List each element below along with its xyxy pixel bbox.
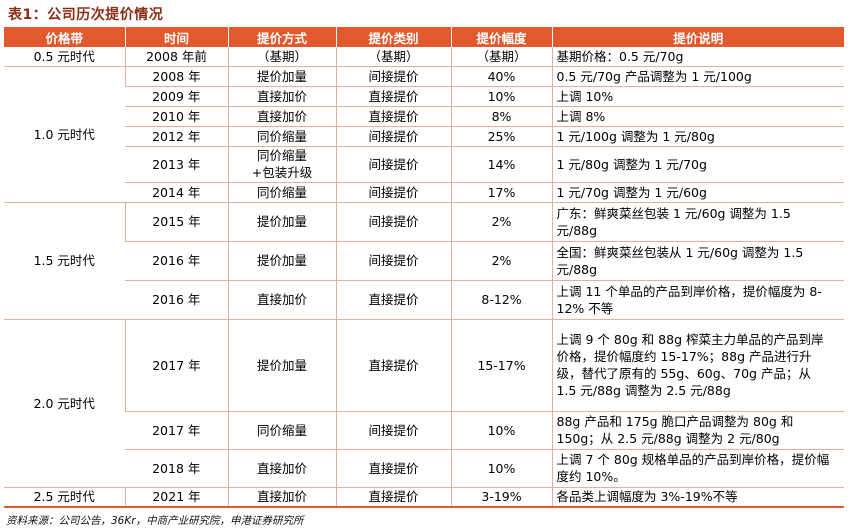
method-cell: 直接加价 xyxy=(227,487,336,508)
time-cell: 2015 年 xyxy=(124,202,228,242)
table-row: 2.0 元时代 2017 年 提价加量 直接提价 15-17% 上调 9 个 8… xyxy=(4,319,844,488)
category-cell: 直接提价 xyxy=(335,449,451,488)
desc-cell: 广东：鲜爽菜丝包装 1 元/60g 调整为 1.5 元/88g xyxy=(551,202,844,242)
time-cell: 2013 年 xyxy=(125,146,228,183)
time-cell: 2010 年 xyxy=(125,106,228,127)
source-note: 资料来源：公司公告，36Kr，中商产业研究院，申港证券研究所 xyxy=(6,515,304,527)
desc-cell: 上调 9 个 80g 和 88g 榨菜主力单品的产品到岸价格，提价幅度约 15-… xyxy=(551,319,844,412)
price-band-cell: 2.5 元时代 xyxy=(4,487,125,508)
table-row: 1.5 元时代 2015 年 提价加量 间接提价 2% 广东：鲜爽菜丝包装 1 … xyxy=(4,202,844,320)
price-band-cell: 0.5 元时代 xyxy=(4,47,125,67)
table-row: 2018 年 直接加价 直接提价 10% 上调 7 个 80g 规格单品的产品到… xyxy=(4,449,844,488)
column-header: 提价说明 xyxy=(552,27,844,47)
time-cell: 2014 年 xyxy=(125,182,228,203)
table-row: 2.5 元时代 2021 年 直接加价 直接提价 3-19% 各品类上调幅度为 … xyxy=(4,487,844,508)
table-row: 2017 年 同价缩量 间接提价 10% 88g 产品和 175g 脆口产品调整… xyxy=(4,411,844,450)
table-row: 1.0 元时代 2008 年 提价加量 间接提价 40% 0.5 元/70g 产… xyxy=(4,66,844,203)
desc-cell: 各品类上调幅度为 3%-19%不等 xyxy=(551,487,844,508)
column-header: 价格带 xyxy=(4,27,126,47)
range-cell: 10% xyxy=(450,449,552,488)
time-cell: 2017 年 xyxy=(125,411,228,450)
method-cell: 提价加量 xyxy=(227,241,336,281)
price-band-cell: 2.0 元时代 xyxy=(4,319,125,488)
table-row: 2009 年 直接加价 直接提价 10% 上调 10% xyxy=(4,86,844,107)
column-header: 提价幅度 xyxy=(451,27,553,47)
desc-cell: 88g 产品和 175g 脆口产品调整为 80g 和 150g；从 2.5 元/… xyxy=(551,411,844,450)
category-cell: （基期） xyxy=(335,47,451,67)
time-cell: 2018 年 xyxy=(125,449,228,488)
method-cell: 提价加量 xyxy=(227,319,336,412)
price-band-cell: 1.0 元时代 xyxy=(4,66,125,203)
method-cell: 提价加量 xyxy=(227,66,336,87)
range-cell: 3-19% xyxy=(450,487,552,508)
range-cell: 25% xyxy=(450,126,552,147)
method-cell: 同价缩量 xyxy=(227,126,336,147)
table-row: 2016 年 提价加量 间接提价 2% 全国：鲜爽菜丝包装从 1 元/60g 调… xyxy=(4,241,844,281)
category-cell: 直接提价 xyxy=(335,86,451,107)
category-cell: 直接提价 xyxy=(335,280,451,320)
method-cell: 直接加价 xyxy=(227,449,336,488)
range-cell: （基期） xyxy=(450,47,552,67)
desc-cell: 1 元/70g 调整为 1 元/60g xyxy=(551,182,844,203)
time-cell: 2008 年前 xyxy=(124,47,228,67)
column-header: 提价方式 xyxy=(228,27,337,47)
method-cell: 直接加价 xyxy=(227,86,336,107)
desc-cell: 上调 10% xyxy=(551,86,844,107)
price-increase-table: 价格带 时间 提价方式 提价类别 提价幅度 提价说明 0.5 元时代 2008 … xyxy=(4,27,844,508)
desc-cell: 1 元/100g 调整为 1 元/80g xyxy=(551,126,844,147)
time-cell: 2016 年 xyxy=(125,280,228,320)
category-cell: 间接提价 xyxy=(335,126,451,147)
table-row: 2014 年 同价缩量 间接提价 17% 1 元/70g 调整为 1 元/60g xyxy=(4,182,844,203)
table-row: 2016 年 直接加价 直接提价 8-12% 上调 11 个单品的产品到岸价格，… xyxy=(4,280,844,320)
range-cell: 8% xyxy=(450,106,552,127)
time-cell: 2009 年 xyxy=(125,86,228,107)
range-cell: 10% xyxy=(450,411,552,450)
method-cell: 同价缩量 xyxy=(227,411,336,450)
table-header-row: 价格带 时间 提价方式 提价类别 提价幅度 提价说明 xyxy=(4,27,844,47)
range-cell: 2% xyxy=(450,202,552,242)
category-cell: 间接提价 xyxy=(335,146,451,183)
method-cell: 直接加价 xyxy=(227,280,336,320)
desc-cell: 上调 11 个单品的产品到岸价格，提价幅度为 8-12% 不等 xyxy=(551,280,844,320)
method-cell: 同价缩量+包装升级 xyxy=(227,146,336,183)
time-cell: 2021 年 xyxy=(124,487,228,508)
range-cell: 40% xyxy=(450,66,552,87)
desc-cell: 0.5 元/70g 产品调整为 1 元/100g xyxy=(551,66,844,87)
method-cell: （基期） xyxy=(227,47,336,67)
category-cell: 直接提价 xyxy=(335,319,451,412)
category-cell: 间接提价 xyxy=(335,411,451,450)
category-cell: 直接提价 xyxy=(335,487,451,508)
range-cell: 8-12% xyxy=(450,280,552,320)
category-cell: 间接提价 xyxy=(335,202,451,242)
desc-cell: 基期价格：0.5 元/70g xyxy=(551,47,844,67)
column-header: 提价类别 xyxy=(336,27,452,47)
table-row: 2012 年 同价缩量 间接提价 25% 1 元/100g 调整为 1 元/80… xyxy=(4,126,844,147)
category-cell: 直接提价 xyxy=(335,106,451,127)
range-cell: 15-17% xyxy=(450,319,552,412)
table-row: 2013 年 同价缩量+包装升级 间接提价 14% 1 元/80g 调整为 1 … xyxy=(4,146,844,183)
method-cell: 同价缩量 xyxy=(227,182,336,203)
range-cell: 10% xyxy=(450,86,552,107)
method-cell: 提价加量 xyxy=(227,202,336,242)
table-row: 2010 年 直接加价 直接提价 8% 上调 8% xyxy=(4,106,844,127)
category-cell: 间接提价 xyxy=(335,241,451,281)
category-cell: 间接提价 xyxy=(335,182,451,203)
time-cell: 2008 年 xyxy=(124,66,228,87)
desc-cell: 全国：鲜爽菜丝包装从 1 元/60g 调整为 1.5 元/88g xyxy=(551,241,844,281)
range-cell: 2% xyxy=(450,241,552,281)
price-band-cell: 1.5 元时代 xyxy=(4,202,125,320)
table-title: 表1：公司历次提价情况 xyxy=(8,7,164,23)
method-cell: 直接加价 xyxy=(227,106,336,127)
table-row: 0.5 元时代 2008 年前 （基期） （基期） （基期） 基期价格：0.5 … xyxy=(4,47,844,67)
range-cell: 14% xyxy=(450,146,552,183)
range-cell: 17% xyxy=(450,182,552,203)
desc-cell: 上调 7 个 80g 规格单品的产品到岸价格，提价幅度约 10%。 xyxy=(551,449,844,488)
desc-cell: 1 元/80g 调整为 1 元/70g xyxy=(551,146,844,183)
column-header: 时间 xyxy=(125,27,229,47)
time-cell: 2012 年 xyxy=(125,126,228,147)
time-cell: 2016 年 xyxy=(125,241,228,281)
category-cell: 间接提价 xyxy=(335,66,451,87)
desc-cell: 上调 8% xyxy=(551,106,844,127)
time-cell: 2017 年 xyxy=(124,319,228,412)
